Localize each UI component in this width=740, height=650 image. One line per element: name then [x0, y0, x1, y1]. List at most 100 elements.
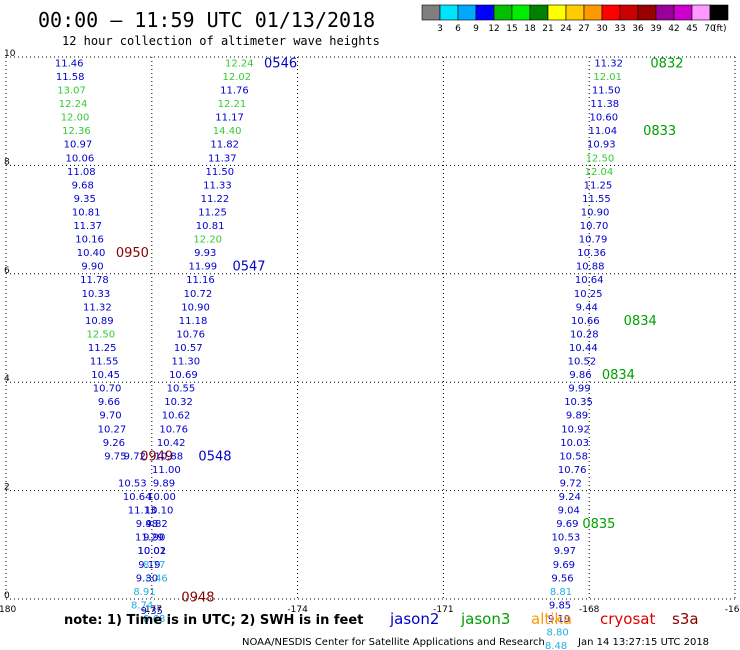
swh-label: 11.46	[55, 58, 84, 69]
colorbar-label: 30	[596, 24, 608, 34]
swh-label: 11.37	[73, 221, 102, 232]
swh-label: 9.75	[104, 451, 126, 462]
colorbar-label: 45	[686, 24, 697, 34]
swh-label: 10.10	[145, 506, 174, 517]
chart-subtitle: 12 hour collection of altimeter wave hei…	[62, 34, 380, 48]
x-tick-label: -174	[287, 605, 308, 615]
swh-label: 10.25	[574, 289, 603, 300]
swh-label: 11.25	[198, 207, 227, 218]
swh-label: 9.30	[136, 573, 158, 584]
colorbar-label: 42	[668, 24, 679, 34]
swh-label: 10.27	[98, 424, 127, 435]
swh-label: 10.32	[164, 397, 193, 408]
swh-label: 9.69	[553, 560, 575, 571]
chart-title: 00:00 – 11:59 UTC 01/13/2018	[38, 8, 375, 32]
swh-label: 10.72	[184, 289, 213, 300]
x-tick-label: -171	[433, 605, 453, 615]
swh-label: 11.50	[592, 86, 621, 97]
swh-label: 12.21	[218, 99, 247, 110]
swh-label: 10.53	[118, 478, 147, 489]
legend-jason3: jason3	[460, 610, 510, 628]
swh-label: 10.01	[137, 546, 166, 557]
colorbar: 3 6 9 12 15 18 21 24 27 30 33 36 39 42 45 70	[421, 4, 729, 34]
swh-label: 10.62	[162, 411, 191, 422]
swh-label: 10.06	[66, 153, 95, 164]
footer-right: Jan 14 13:27:15 UTC 2018	[577, 637, 709, 648]
swh-label: 10.64	[123, 492, 152, 503]
swh-label: 9.85	[549, 600, 571, 611]
swh-label: 10.76	[558, 465, 587, 476]
colorbar-swatch	[637, 4, 657, 21]
y-tick-label: 10	[4, 49, 16, 59]
swh-label: 12.02	[223, 72, 252, 83]
swh-label: 11.17	[215, 113, 244, 124]
time-label: 0547	[232, 260, 265, 275]
swh-label: 9.56	[551, 573, 573, 584]
colorbar-swatch	[673, 4, 693, 21]
time-label: 0833	[643, 124, 676, 139]
swh-label: 9.35	[141, 606, 163, 617]
time-label: 0835	[582, 517, 615, 532]
colorbar-swatch	[547, 4, 567, 21]
swh-label: 10.55	[167, 384, 196, 395]
swh-label: 9.89	[153, 478, 175, 489]
swh-label: 11.99	[189, 262, 218, 273]
swh-label: 10.79	[579, 235, 608, 246]
swh-label: 10.92	[561, 424, 590, 435]
colorbar-swatch	[583, 4, 603, 21]
swh-label: 12.04	[585, 167, 614, 178]
colorbar-label: 70	[704, 24, 716, 34]
colorbar-swatch	[421, 4, 441, 21]
colorbar-swatch	[691, 4, 711, 21]
colorbar-swatch	[709, 4, 729, 21]
swh-label: 11.08	[67, 167, 96, 178]
legend-cryosat: cryosat	[600, 610, 655, 628]
swh-label: 10.69	[169, 370, 198, 381]
y-tick-label: 4	[4, 374, 10, 384]
swh-label: 10.81	[196, 221, 225, 232]
colorbar-label: 21	[542, 24, 553, 34]
swh-label: 8.68	[143, 614, 165, 625]
swh-label: 10.00	[147, 492, 176, 503]
colorbar-swatch	[655, 4, 675, 21]
y-tick-label: 0	[4, 591, 10, 601]
footer-left: NOAA/NESDIS Center for Satellite Applica…	[242, 637, 545, 648]
swh-label: 8.77	[143, 560, 165, 571]
swh-label: 11.38	[590, 99, 619, 110]
colorbar-label: 9	[473, 24, 479, 34]
swh-label: 10.64	[575, 275, 604, 286]
swh-label: 11.00	[152, 465, 181, 476]
swh-label: 11.25	[88, 343, 117, 354]
swh-label: 10.97	[64, 140, 93, 151]
swh-label: 10.16	[75, 235, 104, 246]
swh-label: 10.90	[581, 207, 610, 218]
swh-label: 9.70	[99, 411, 121, 422]
time-label: 0948	[181, 590, 214, 605]
swh-label: 10.44	[569, 343, 598, 354]
swh-label: 10.03	[560, 438, 589, 449]
swh-label: 9.72	[560, 478, 582, 489]
swh-label: 8.81	[550, 587, 572, 598]
colorbar-label: 6	[455, 24, 461, 34]
swh-label: 11.25	[584, 180, 613, 191]
swh-label: 11.78	[80, 275, 109, 286]
swh-label: 9.66	[98, 397, 120, 408]
swh-label: 10.66	[571, 316, 600, 327]
swh-label: 12.01	[593, 72, 622, 83]
swh-label: 11.29	[135, 533, 164, 544]
swh-label: 10.36	[577, 248, 606, 259]
swh-label: 10.58	[559, 451, 588, 462]
swh-label: 12.36	[62, 126, 91, 137]
swh-label: 10.42	[157, 438, 186, 449]
swh-label: 10.35	[564, 397, 593, 408]
time-label: 0548	[198, 449, 231, 464]
swh-label: 10.88	[154, 451, 183, 462]
colorbar-swatch	[511, 4, 531, 21]
swh-label: 9.68	[72, 180, 94, 191]
swh-label: 11.30	[171, 357, 200, 368]
swh-label: 10.76	[159, 424, 188, 435]
colorbar-label: 15	[506, 24, 517, 34]
swh-label: 11.76	[220, 86, 249, 97]
swh-label: 9.72	[124, 451, 146, 462]
swh-label: 10.53	[552, 533, 581, 544]
